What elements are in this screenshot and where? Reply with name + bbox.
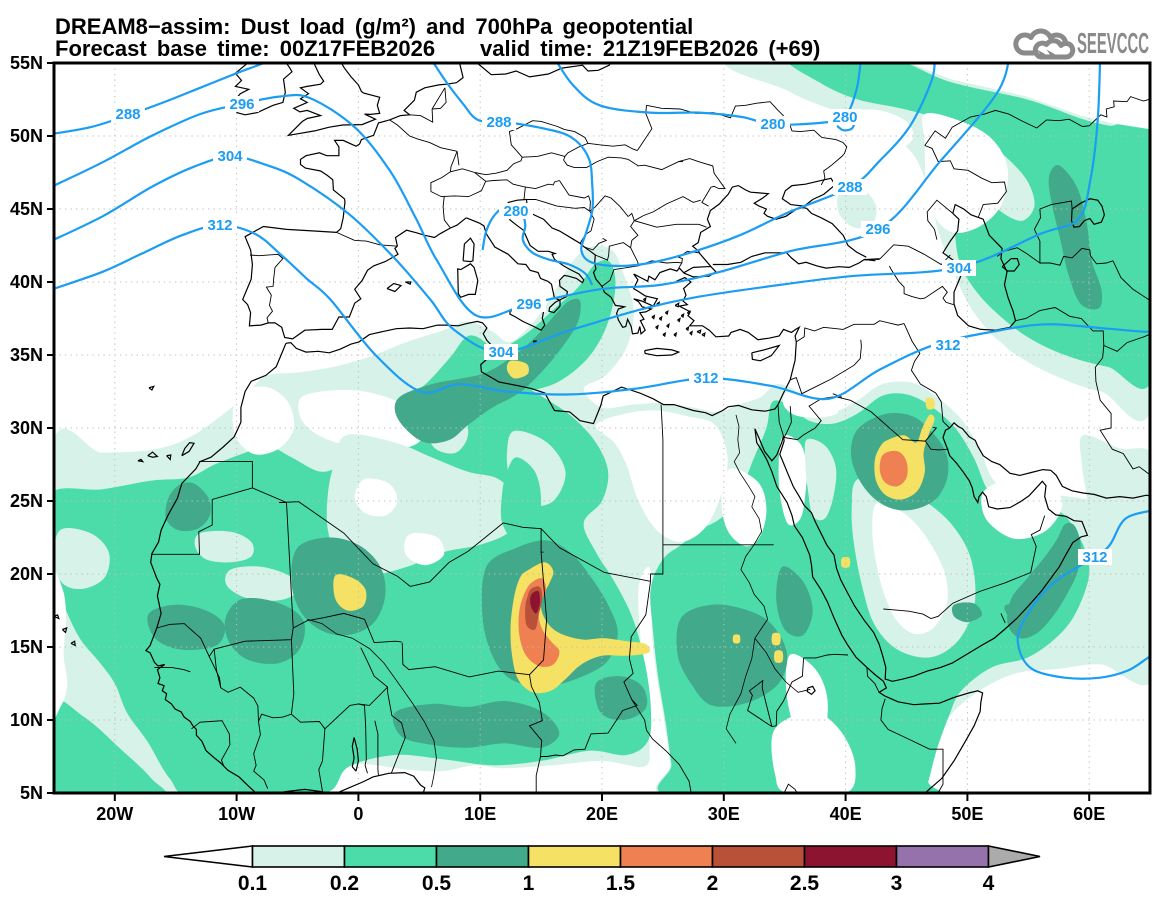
svg-text:280: 280 <box>760 116 785 133</box>
svg-text:1.5: 1.5 <box>606 872 636 895</box>
svg-text:40N: 40N <box>10 272 43 292</box>
svg-text:40E: 40E <box>830 804 862 824</box>
svg-text:0.2: 0.2 <box>330 872 359 895</box>
svg-text:304: 304 <box>217 148 243 165</box>
svg-text:280: 280 <box>832 109 857 126</box>
svg-text:15N: 15N <box>10 637 43 657</box>
svg-text:SEEVCCC: SEEVCCC <box>1077 28 1149 60</box>
svg-text:288: 288 <box>115 106 140 123</box>
svg-text:296: 296 <box>865 221 890 238</box>
svg-text:50N: 50N <box>10 126 43 146</box>
svg-text:valid time: 21Z19FEB2026 (+69): valid time: 21Z19FEB2026 (+69) <box>480 36 820 61</box>
svg-text:288: 288 <box>837 179 862 196</box>
svg-text:2.5: 2.5 <box>790 872 820 895</box>
svg-text:312: 312 <box>935 337 960 354</box>
svg-text:312: 312 <box>693 370 718 387</box>
svg-text:10N: 10N <box>10 710 43 730</box>
svg-text:280: 280 <box>503 203 528 220</box>
svg-text:10W: 10W <box>218 804 255 824</box>
svg-text:30E: 30E <box>708 804 740 824</box>
svg-text:4: 4 <box>983 872 995 895</box>
svg-text:296: 296 <box>229 96 254 113</box>
svg-text:3: 3 <box>891 872 903 895</box>
svg-text:Forecast base time: 00Z17FEB20: Forecast base time: 00Z17FEB2026 <box>55 36 435 61</box>
svg-text:30N: 30N <box>10 418 43 438</box>
svg-text:0: 0 <box>353 804 363 824</box>
svg-text:2: 2 <box>707 872 719 895</box>
svg-text:DREAM8−assim: Dust load (g/m²): DREAM8−assim: Dust load (g/m²) and 700hP… <box>55 14 693 39</box>
svg-text:20N: 20N <box>10 564 43 584</box>
svg-text:0.1: 0.1 <box>238 872 268 895</box>
svg-text:45N: 45N <box>10 199 43 219</box>
svg-text:304: 304 <box>946 260 972 277</box>
svg-text:312: 312 <box>207 217 232 234</box>
svg-text:35N: 35N <box>10 345 43 365</box>
svg-text:1: 1 <box>523 872 535 895</box>
svg-text:304: 304 <box>488 344 514 361</box>
svg-text:312: 312 <box>1082 549 1107 566</box>
svg-text:25N: 25N <box>10 491 43 511</box>
svg-text:60E: 60E <box>1073 804 1105 824</box>
svg-text:20W: 20W <box>96 804 133 824</box>
svg-text:288: 288 <box>486 114 511 131</box>
svg-text:296: 296 <box>516 296 541 313</box>
svg-text:50E: 50E <box>951 804 983 824</box>
svg-text:5N: 5N <box>20 783 43 803</box>
svg-text:0.5: 0.5 <box>422 872 452 895</box>
svg-text:55N: 55N <box>10 53 43 73</box>
svg-text:10E: 10E <box>464 804 496 824</box>
svg-text:20E: 20E <box>586 804 618 824</box>
